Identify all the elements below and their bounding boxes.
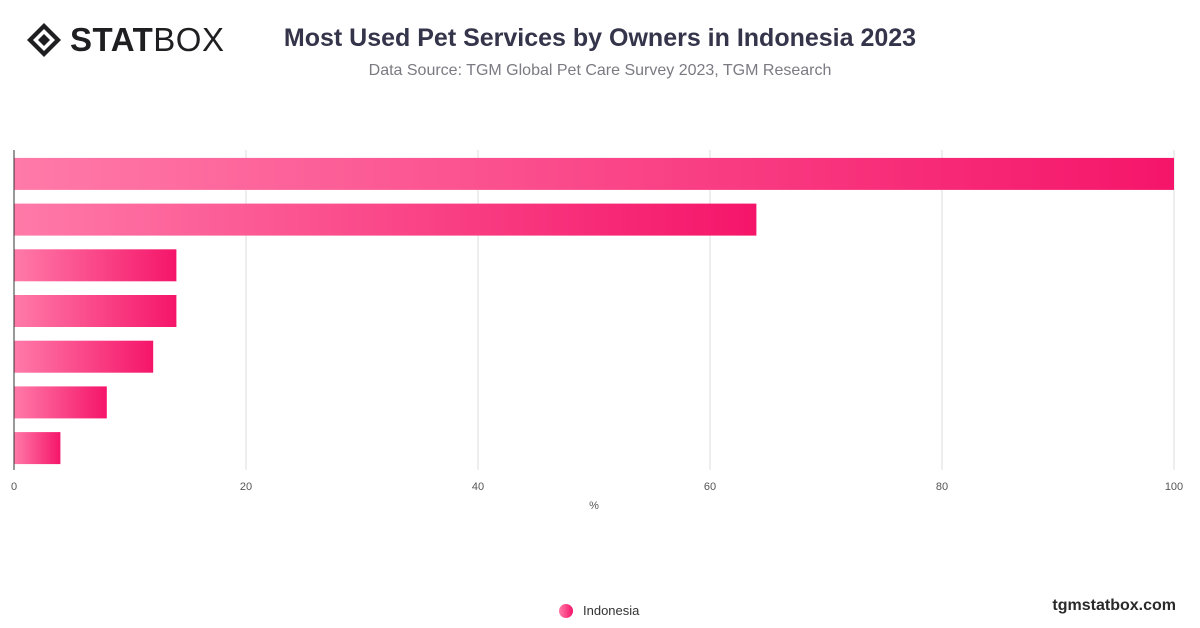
x-tick-label-60: 60 bbox=[704, 481, 716, 493]
legend-swatch-indonesia bbox=[559, 603, 573, 618]
bar-1[interactable] bbox=[14, 157, 1174, 190]
logo-text-bold: STAT bbox=[70, 21, 154, 58]
statbox-logo[interactable]: STATBOX bbox=[26, 22, 224, 58]
bar-4[interactable] bbox=[14, 295, 177, 327]
chart-title: Most Used Pet Services by Owners in Indo… bbox=[283, 24, 917, 52]
legend-label-indonesia: Indonesia bbox=[583, 603, 640, 618]
bar-6[interactable] bbox=[14, 386, 107, 419]
chart-subtitle: Data Source: TGM Global Pet Care Survey … bbox=[368, 62, 832, 79]
x-tick-label-0: 0 bbox=[11, 481, 17, 493]
x-tick-label-40: 40 bbox=[472, 481, 484, 493]
bar-2[interactable] bbox=[14, 203, 757, 236]
site-url[interactable]: tgmstatbox.com bbox=[1052, 597, 1176, 614]
statbox-logo-icon bbox=[27, 23, 61, 57]
legend-item-indonesia[interactable]: Indonesia bbox=[559, 603, 639, 618]
x-tick-label-100: 100 bbox=[1165, 481, 1183, 493]
logo-text: STATBOX bbox=[70, 22, 224, 58]
bar-chart: 0 20 40 60 80 100 % bbox=[11, 150, 1183, 512]
x-tick-label-80: 80 bbox=[936, 481, 948, 493]
x-tick-label-20: 20 bbox=[240, 481, 252, 493]
bar-5[interactable] bbox=[14, 340, 154, 373]
bar-7[interactable] bbox=[14, 432, 61, 465]
bar-3[interactable] bbox=[14, 249, 177, 282]
logo-text-light: BOX bbox=[153, 21, 225, 58]
x-axis-title: % bbox=[589, 500, 599, 512]
